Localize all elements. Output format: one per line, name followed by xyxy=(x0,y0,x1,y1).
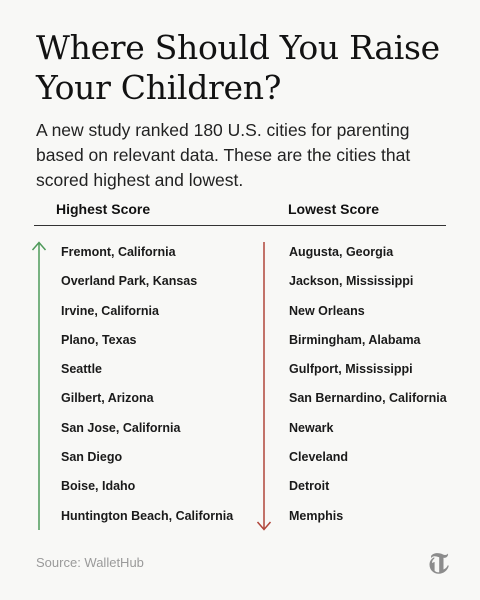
list-item: Seattle xyxy=(61,362,102,377)
list-item: Huntington Beach, California xyxy=(61,508,234,523)
list-item: Fremont, California xyxy=(61,245,176,259)
list-item: Cleveland xyxy=(289,450,349,465)
down-arrow-icon xyxy=(256,242,272,531)
lowest-score-list: Augusta, Georgia Jackson, Mississippi Ne… xyxy=(289,245,447,538)
nyt-t-logo-icon xyxy=(429,553,449,574)
list-item: San Bernardino, California xyxy=(289,391,447,406)
list-item: Gilbert, Arizona xyxy=(61,391,154,406)
list-item: Irvine, California xyxy=(61,303,159,318)
list-item: Overland Park, Kansas xyxy=(61,274,198,289)
list-item: Newark xyxy=(289,420,334,435)
list-item: Plano, Texas xyxy=(61,332,137,347)
list-item: San Diego xyxy=(61,450,123,465)
list-item: Boise, Idaho xyxy=(61,479,136,494)
list-item: Detroit xyxy=(289,479,330,494)
lowest-score-header: Lowest Score xyxy=(288,201,380,217)
header-divider xyxy=(34,225,446,226)
highest-score-list: Fremont, California Overland Park, Kansa… xyxy=(61,245,233,538)
highest-score-header: Highest Score xyxy=(56,201,151,217)
list-item: New Orleans xyxy=(289,303,365,318)
subtitle: A new study ranked 180 U.S. cities for p… xyxy=(36,120,411,190)
list-item: San Jose, California xyxy=(61,420,181,435)
list-item: Jackson, Mississippi xyxy=(289,274,414,289)
list-item: Memphis xyxy=(289,508,344,523)
up-arrow-icon xyxy=(31,241,47,530)
list-item: Gulfport, Mississippi xyxy=(289,362,413,377)
source-credit: Source: WalletHub xyxy=(36,555,144,570)
list-item: Birmingham, Alabama xyxy=(289,332,421,347)
list-item: Augusta, Georgia xyxy=(289,245,394,259)
page-title: Where Should You Raise Your Children? xyxy=(36,28,440,107)
